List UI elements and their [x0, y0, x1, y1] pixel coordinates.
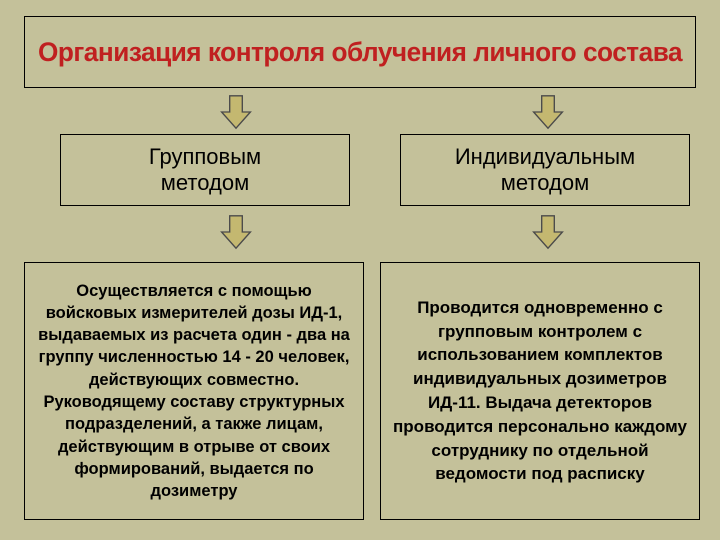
- arrow-top-left: [218, 94, 254, 130]
- arrow-top-right: [530, 94, 566, 130]
- method-left-label: Групповым методом: [149, 144, 261, 197]
- desc-box-left: Осуществляется с помощью войсковых измер…: [24, 262, 364, 520]
- arrow-mid-left: [218, 214, 254, 250]
- main-title: Организация контроля облучения личного с…: [38, 37, 682, 68]
- method-right-label: Индивидуальным методом: [455, 144, 635, 197]
- title-box: Организация контроля облучения личного с…: [24, 16, 696, 88]
- desc-right-text: Проводится одновременно с групповым конт…: [391, 296, 689, 486]
- desc-box-right: Проводится одновременно с групповым конт…: [380, 262, 700, 520]
- method-box-right: Индивидуальным методом: [400, 134, 690, 206]
- desc-left-text: Осуществляется с помощью войсковых измер…: [35, 280, 353, 503]
- method-box-left: Групповым методом: [60, 134, 350, 206]
- arrow-mid-right: [530, 214, 566, 250]
